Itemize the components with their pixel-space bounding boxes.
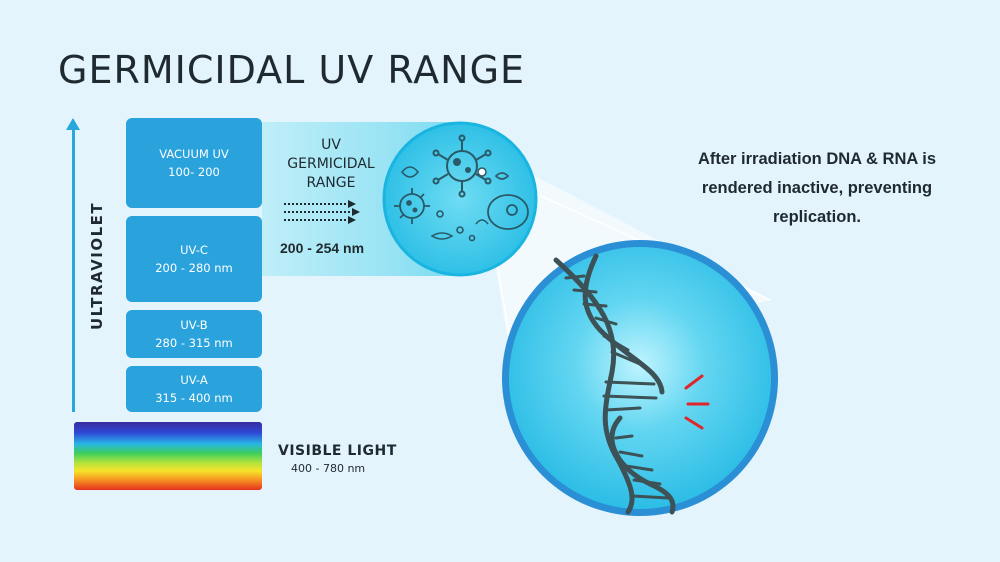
dna-damage-marks-icon — [684, 374, 710, 430]
band-range: 200 - 280 nm — [155, 261, 233, 275]
band-uv-c: UV-C 200 - 280 nm — [126, 216, 262, 302]
axis-arrow-head-icon — [66, 118, 80, 130]
germicidal-range-heading: UV GERMICIDAL RANGE — [272, 136, 390, 193]
band-range: 280 - 315 nm — [155, 336, 233, 350]
germicidal-line-3: RANGE — [306, 175, 356, 191]
germicidal-range-value: 200 - 254 nm — [280, 240, 365, 256]
petri-dish — [382, 121, 538, 277]
bacterium-icon — [394, 188, 430, 224]
band-name: VACUUM UV — [159, 147, 229, 161]
zoom-focus-point — [477, 167, 487, 177]
virus-icon — [432, 134, 492, 198]
band-uv-b: UV-B 280 - 315 nm — [126, 310, 262, 358]
band-vacuum-uv: VACUUM UV 100- 200 — [126, 118, 262, 208]
band-name: UV-A — [180, 373, 208, 387]
cell-icon — [487, 194, 529, 230]
germicidal-line-2: GERMICIDAL — [287, 156, 375, 172]
dotted-arrows-icon — [284, 200, 360, 224]
zoom-circle — [502, 240, 778, 516]
band-range: 315 - 400 nm — [155, 391, 233, 405]
band-uv-a: UV-A 315 - 400 nm — [126, 366, 262, 412]
visible-light-spectrum-bar — [74, 422, 262, 490]
dna-base-pairs — [564, 274, 670, 500]
germicidal-line-1: UV — [321, 137, 341, 153]
dna-inactivation-note: After irradiation DNA & RNA is rendered … — [697, 150, 937, 226]
axis-arrow-line — [72, 126, 75, 412]
small-germs-icon — [400, 166, 510, 242]
band-range: 100- 200 — [168, 165, 220, 179]
band-name: UV-B — [180, 318, 208, 332]
visible-light-range: 400 - 780 nm — [291, 462, 366, 475]
page-title: GERMICIDAL UV RANGE — [58, 48, 526, 92]
visible-light-label: VISIBLE LIGHT — [278, 443, 397, 459]
band-name: UV-C — [180, 243, 208, 257]
